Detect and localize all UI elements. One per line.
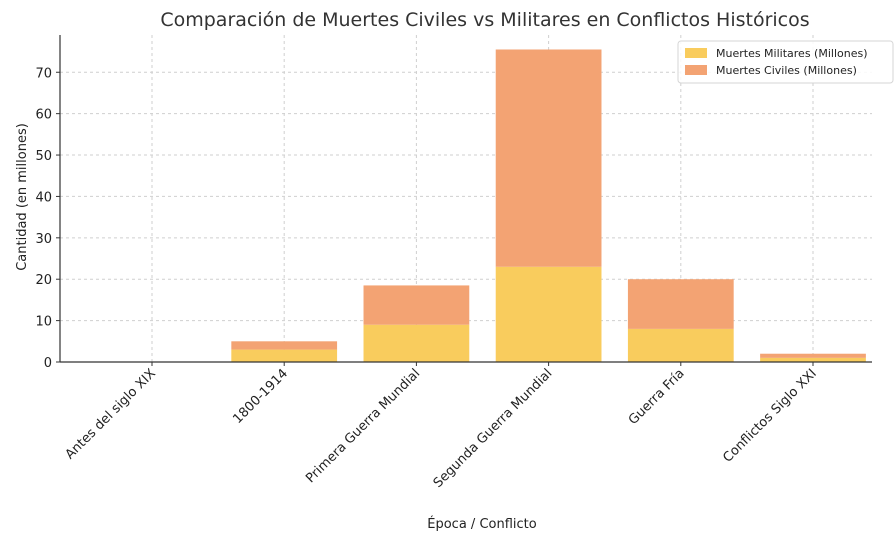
y-tick-label: 10	[35, 315, 52, 330]
bar-military	[760, 357, 866, 362]
y-ticks: 0 10 20 30 40 50 60 70	[35, 66, 60, 371]
legend-box	[677, 40, 894, 84]
x-tick-label: Primera Guerra Mundial	[303, 366, 423, 486]
x-ticks: Antes del siglo XIX 1800-1914 Primera Guer…	[63, 362, 820, 491]
x-tick-label: 1800-1914	[230, 366, 291, 427]
x-tick-label: Segunda Guerra Mundial	[431, 366, 556, 491]
x-axis-label: Época / Conflicto	[427, 516, 536, 532]
legend-label: Muertes Civiles (Millones)	[716, 64, 857, 77]
bar-civilian	[760, 353, 866, 358]
y-tick-label: 50	[35, 149, 52, 164]
y-tick-label: 70	[35, 66, 52, 81]
axes	[59, 35, 872, 363]
x-tick-label: Antes del siglo XIX	[63, 366, 159, 462]
legend-swatch	[685, 65, 707, 75]
y-tick-label: 30	[35, 232, 52, 247]
legend-swatch	[685, 48, 707, 58]
chart-title: Comparación de Muertes Civiles vs Milita…	[160, 9, 809, 31]
y-tick-label: 40	[35, 190, 52, 205]
bar-military	[495, 266, 602, 362]
y-axis-label: Cantidad (en millones)	[15, 123, 30, 271]
bar-military	[627, 328, 734, 362]
bar-civilian	[231, 341, 338, 350]
legend: Muertes Militares (Millones) Muertes Civi…	[677, 40, 894, 84]
x-tick-label: Guerra Fría	[626, 366, 688, 428]
legend-label: Muertes Militares (Millones)	[716, 47, 868, 60]
bar-civilian	[627, 279, 734, 329]
y-tick-label: 60	[35, 108, 52, 123]
bar-civilian	[363, 285, 470, 325]
x-tick-label: Conflictos Siglo XXI	[720, 366, 819, 465]
y-tick-label: 0	[44, 356, 52, 371]
bar-civilian	[495, 49, 602, 267]
bar-military	[231, 349, 338, 362]
bar-military	[363, 324, 470, 362]
y-tick-label: 20	[35, 273, 52, 288]
bars	[231, 49, 866, 362]
